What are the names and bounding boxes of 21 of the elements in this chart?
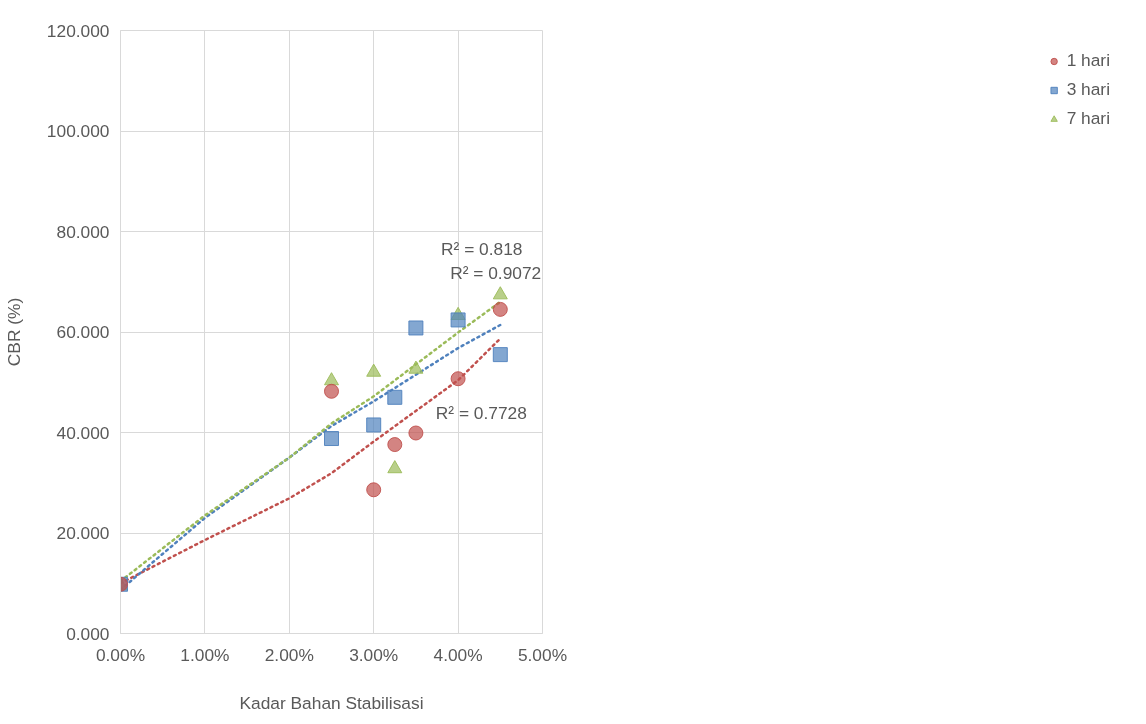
x-tick-label: 2.00%	[264, 644, 314, 665]
legend-label: 3 hari	[1066, 79, 1110, 100]
annotation: R² = 0.7728	[435, 403, 527, 424]
y-tick-label: 120.000	[46, 20, 110, 41]
x-tick-label: 5.00%	[517, 644, 568, 665]
annotation: R² = 0.9072	[450, 263, 542, 284]
y-axis-title: CBR (%)	[3, 297, 24, 367]
x-axis-title: Kadar Bahan Stabilisasi	[239, 692, 424, 713]
x-tick-label: 1.00%	[180, 644, 230, 665]
y-tick-label: 100.000	[46, 121, 110, 141]
y-tick-label: 40.000	[56, 422, 110, 443]
y-tick-label: 60.000	[56, 322, 110, 342]
y-tick-label: 20.000	[56, 523, 110, 543]
y-tick-label: 0.000	[66, 623, 110, 644]
legend-label: 7 hari	[1066, 108, 1110, 129]
annotation: R² = 0.818	[441, 239, 523, 260]
legend-label: 1 hari	[1066, 50, 1110, 71]
y-tick-label: 80.000	[56, 221, 110, 242]
x-tick-label: 0.00%	[95, 644, 146, 665]
x-tick-label: 4.00%	[433, 644, 483, 665]
x-tick-label: 3.00%	[349, 644, 399, 665]
